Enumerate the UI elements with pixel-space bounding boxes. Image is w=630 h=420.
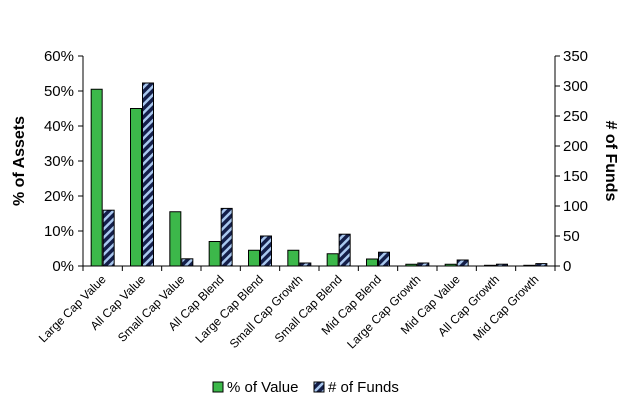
right-axis-tick-label: 250	[563, 108, 588, 125]
bar-percent-of-value	[444, 263, 457, 267]
x-axis-category-label: Small Cap Growth	[227, 272, 306, 351]
right-axis-tick-label: 150	[563, 168, 588, 185]
right-axis-tick-label: 50	[563, 228, 580, 245]
left-axis-title: % of Assets	[11, 116, 28, 206]
bar-percent-of-value	[248, 249, 260, 267]
left-axis-tick-label: 30%	[44, 153, 74, 170]
left-axis-tick-label: 40%	[44, 118, 74, 135]
bar-percent-of-value	[90, 88, 103, 267]
bar-number-of-funds	[181, 258, 194, 267]
legend-label-percent-of-value: % of Value	[227, 379, 298, 396]
x-axis-category-label: Small Cap Blend	[272, 272, 345, 345]
bar-percent-of-value	[287, 249, 300, 267]
legend-swatch-number-of-funds	[313, 381, 325, 393]
bar-percent-of-value	[405, 263, 418, 267]
bar-percent-of-value	[366, 258, 378, 267]
right-axis-tick-label: 300	[563, 78, 588, 95]
legend-label-number-of-funds: # of Funds	[328, 379, 399, 396]
bar-number-of-funds	[220, 207, 233, 267]
bar-percent-of-value	[523, 264, 536, 267]
bar-percent-of-value	[326, 253, 339, 267]
x-axis-category-label: Large Cap Growth	[344, 272, 423, 351]
bar-number-of-funds	[142, 82, 154, 267]
left-axis-tick-label: 0%	[52, 258, 74, 275]
right-axis-tick-label: 350	[563, 48, 588, 65]
bar-number-of-funds	[456, 259, 469, 267]
left-axis-tick-label: 60%	[44, 48, 74, 65]
right-axis-tick-label: 0	[563, 258, 571, 275]
left-axis-tick-label: 50%	[44, 83, 74, 100]
bar-percent-of-value	[484, 264, 496, 267]
bar-number-of-funds	[496, 263, 508, 267]
bar-number-of-funds	[260, 235, 272, 267]
bar-number-of-funds	[338, 233, 351, 267]
x-axis-category-label: Large Cap Blend	[193, 272, 267, 346]
left-axis-tick-label: 10%	[44, 223, 74, 240]
left-axis-tick-label: 20%	[44, 188, 74, 205]
bar-number-of-funds	[299, 262, 312, 267]
bar-number-of-funds	[417, 262, 430, 267]
bar-number-of-funds	[535, 263, 548, 267]
right-axis-tick-label: 200	[563, 138, 588, 155]
bar-number-of-funds	[378, 251, 390, 267]
x-axis-category-label: Large Cap Value	[36, 272, 109, 345]
legend-swatch-percent-of-value	[212, 381, 224, 393]
bar-number-of-funds	[102, 209, 115, 267]
right-axis-title: # of Funds	[602, 121, 619, 202]
bar-percent-of-value	[130, 108, 142, 267]
right-axis-tick-label: 100	[563, 198, 588, 215]
x-axis-category-label: Small Cap Value	[115, 272, 188, 345]
bar-percent-of-value	[169, 211, 182, 267]
plot-area: 0% 10% 20% 30% 40% 50% 60% 0 50 100 150 200 250 300 35…	[11, 48, 619, 396]
bar-percent-of-value	[208, 241, 221, 267]
